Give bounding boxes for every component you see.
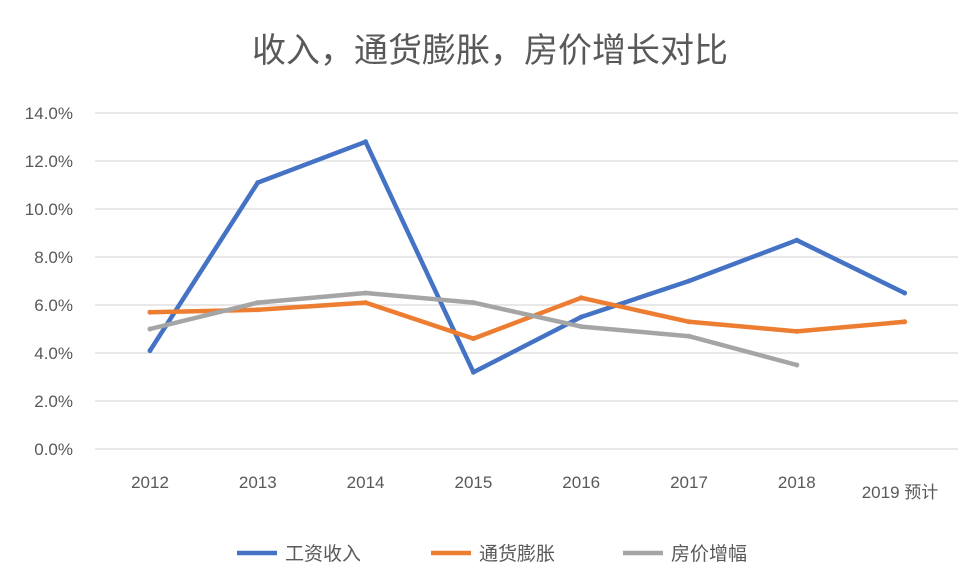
y-tick-label: 6.0% [34, 296, 73, 315]
y-tick-label: 2.0% [34, 392, 73, 411]
y-axis: 0.0% 2.0% 4.0% 6.0% 8.0% 10.0% 12.0% 14.0% [25, 104, 73, 459]
legend: 工资收入 通货膨胀 房价增幅 [237, 543, 747, 565]
x-tick-label: 2015 [454, 473, 492, 492]
data-point [686, 319, 692, 325]
gridlines [95, 112, 958, 450]
data-point [578, 295, 584, 301]
y-tick-label: 4.0% [34, 344, 73, 363]
x-tick-label: 2018 [778, 473, 816, 492]
data-point [363, 300, 369, 306]
data-point [255, 300, 261, 306]
legend-label: 通货膨胀 [479, 543, 555, 565]
data-point [363, 139, 369, 145]
data-point [363, 290, 369, 296]
y-tick-label: 8.0% [34, 248, 73, 267]
data-point [470, 369, 476, 375]
data-point [686, 333, 692, 339]
data-point [794, 328, 800, 334]
data-point [578, 324, 584, 330]
y-tick-label: 14.0% [25, 104, 73, 123]
data-point [147, 326, 153, 332]
y-tick-label: 10.0% [25, 200, 73, 219]
legend-label: 工资收入 [285, 543, 361, 565]
data-point [794, 362, 800, 368]
x-tick-label: 2019 预计 [862, 483, 939, 502]
data-point [147, 348, 153, 354]
x-tick-label: 2017 [670, 473, 708, 492]
legend-label: 房价增幅 [671, 543, 747, 565]
chart-title: 收入，通货膨胀，房价增长对比 [252, 31, 728, 71]
x-tick-label: 2016 [562, 473, 600, 492]
data-point [794, 237, 800, 243]
data-point [470, 300, 476, 306]
data-point [255, 180, 261, 186]
y-tick-label: 0.0% [34, 440, 73, 459]
data-point [578, 314, 584, 320]
data-point [147, 309, 153, 315]
series-line-1 [147, 295, 907, 341]
data-point [255, 307, 261, 313]
series-line-0 [147, 139, 907, 375]
data-point [470, 336, 476, 342]
y-tick-label: 12.0% [25, 152, 73, 171]
series-lines [147, 139, 908, 375]
data-point [902, 319, 908, 325]
x-axis: 2012 2013 2014 2015 2016 2017 2018 2019 预计 [131, 473, 938, 502]
data-point [686, 278, 692, 284]
x-tick-label: 2013 [239, 473, 277, 492]
data-point [902, 290, 908, 296]
x-tick-label: 2014 [347, 473, 385, 492]
x-tick-label: 2012 [131, 473, 169, 492]
